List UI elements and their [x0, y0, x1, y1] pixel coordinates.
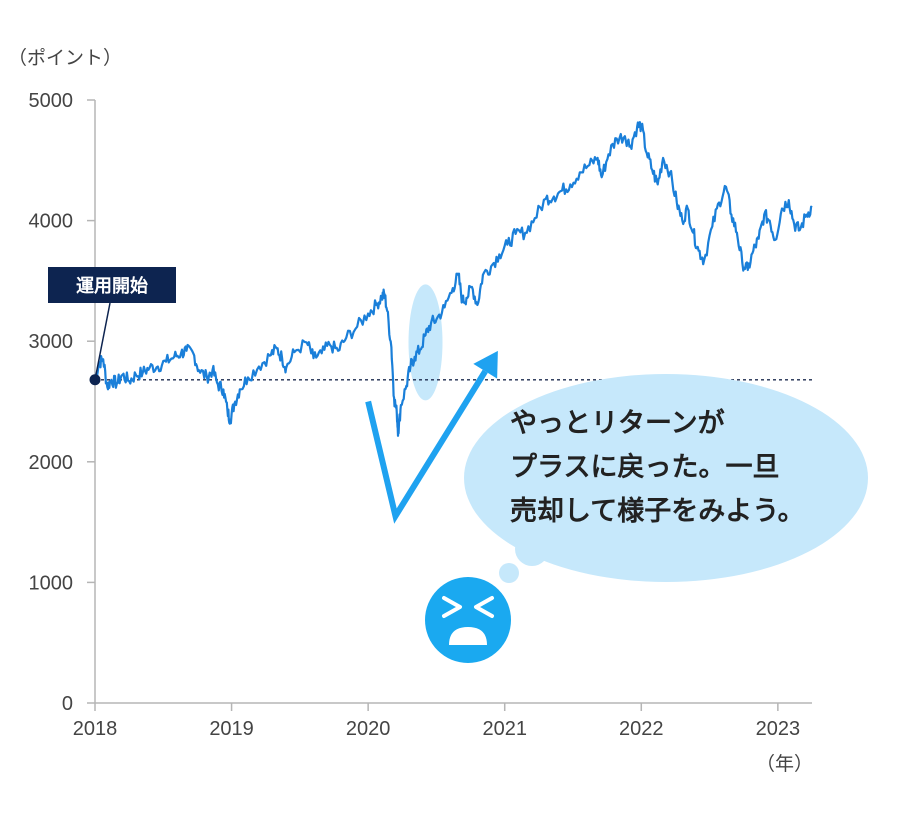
y-tick-label: 4000	[29, 211, 74, 233]
check-mark-stroke	[365, 369, 488, 524]
start-label-background	[48, 267, 176, 303]
x-tick-label: 2019	[209, 718, 254, 740]
thought-bubble: やっとリターンが プラスに戻った。一旦 売却して様子をみよう。	[464, 374, 868, 583]
y-tick-label: 1000	[29, 572, 74, 594]
bubble-body	[464, 374, 868, 582]
face-circle	[425, 577, 511, 663]
x-tick-labels: 2018 2019 2020 2021 2022 2023	[73, 718, 800, 740]
start-marker-leader	[94, 302, 111, 380]
bubble-dot-small	[499, 563, 519, 583]
face-right-eye	[474, 596, 494, 618]
x-axis-unit-label: （年）	[756, 753, 813, 775]
y-tick-marks	[87, 99, 95, 704]
y-tick-label: 2000	[29, 452, 74, 474]
start-label-text: 運用開始	[76, 275, 148, 297]
bubble-dot-large	[515, 532, 549, 566]
check-mark-arrowhead	[473, 350, 498, 379]
check-mark-arrow	[365, 350, 498, 524]
index-price-line	[93, 121, 813, 437]
x-tick-label: 2020	[346, 718, 391, 740]
x-tick-marks	[94, 703, 779, 711]
face-mouth	[449, 627, 487, 645]
start-label: 運用開始	[48, 267, 176, 303]
x-tick-label: 2018	[73, 718, 118, 740]
face-left-eye	[442, 596, 462, 618]
x-tick-label: 2022	[619, 718, 664, 740]
bubble-line-1: やっとリターンが	[510, 407, 725, 439]
x-tick-label: 2023	[756, 718, 801, 740]
bubble-line-3: 売却して様子をみよう。	[510, 496, 805, 527]
x-tick-label: 2021	[482, 718, 527, 740]
rebound-highlight	[408, 284, 443, 401]
y-tick-labels: 0 1000 2000 3000 4000 5000	[29, 90, 74, 715]
y-axis-unit-label: （ポイント）	[8, 47, 122, 69]
bubble-line-2: プラスに戻った。一旦	[510, 452, 779, 483]
y-tick-label: 3000	[29, 331, 74, 353]
y-tick-label: 5000	[29, 90, 74, 112]
y-tick-label: 0	[62, 693, 73, 715]
start-marker-dot	[89, 374, 101, 386]
distressed-face-icon	[425, 577, 511, 663]
